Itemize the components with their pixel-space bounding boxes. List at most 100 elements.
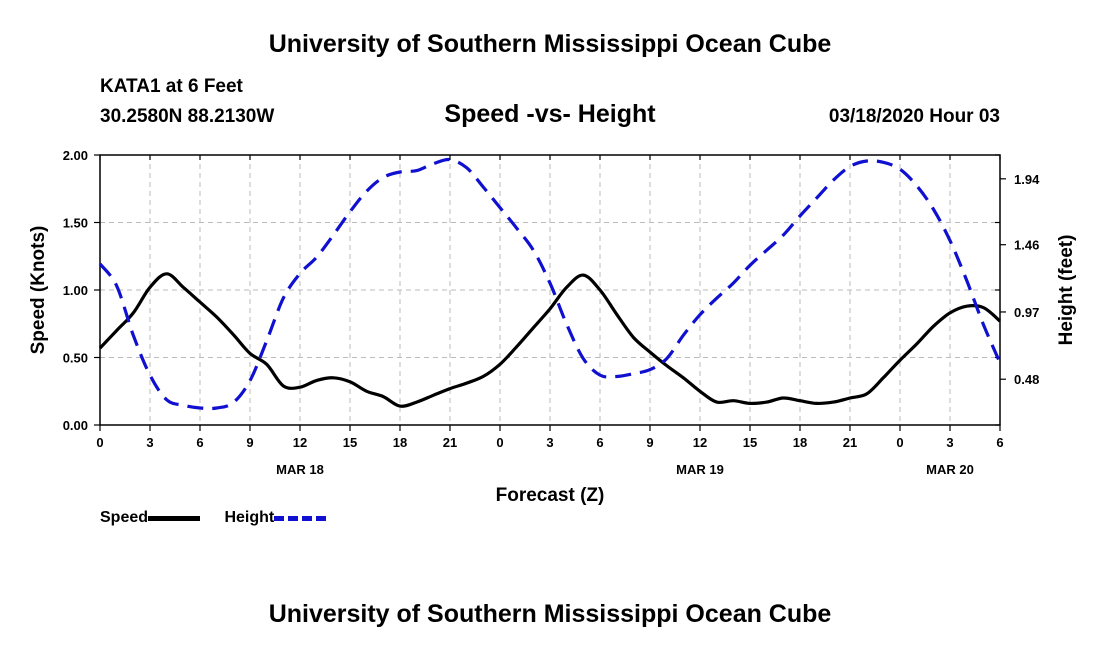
data-point-height [331,233,335,237]
data-point-speed [631,335,635,339]
data-point-height [648,368,652,372]
x-tick-label: 21 [443,435,457,450]
data-point-height [181,403,185,407]
data-point-speed [898,358,902,362]
y2-tick-label: 0.48 [1014,372,1039,387]
data-point-height [781,233,785,237]
data-point-height [831,178,835,182]
data-point-height [981,322,985,326]
data-point-height [315,255,319,259]
data-point-speed [731,399,735,403]
legend-speed-label: Speed [100,509,149,526]
data-point-height [498,206,502,210]
data-point-height [231,401,235,405]
data-point-height [715,296,719,300]
data-point-speed [665,364,669,368]
y-tick-label: 1.50 [63,216,88,231]
data-point-height [748,263,752,267]
data-point-speed [715,400,719,404]
data-point-speed [215,315,219,319]
station-name: KATA1 at 6 Feet [100,76,243,97]
data-point-speed [581,273,585,277]
data-point-height [365,189,369,193]
x-tick-label: 6 [196,435,203,450]
data-point-height [581,357,585,361]
data-point-speed [981,306,985,310]
data-point-speed [848,396,852,400]
x-tick-label: 0 [896,435,903,450]
data-point-height [815,196,819,200]
data-point-height [348,210,352,214]
data-point-height [598,373,602,377]
data-point-speed [98,346,102,350]
y-tick-label: 0.50 [63,351,88,366]
x-tick-label: 21 [843,435,857,450]
x-tick-label: 15 [743,435,757,450]
data-point-height [948,239,952,243]
data-point-speed [748,401,752,405]
data-point-speed [365,389,369,393]
data-point-speed [298,385,302,389]
data-point-speed [331,376,335,380]
data-point-speed [998,319,1002,323]
data-point-height [931,207,935,211]
data-point-height [265,339,269,343]
data-point-speed [798,399,802,403]
x-axis-title: Forecast (Z) [496,485,605,506]
forecast-datetime: 03/18/2020 Hour 03 [828,106,1000,127]
data-point-speed [865,392,869,396]
data-point-height [148,373,152,377]
data-point-height [615,375,619,379]
data-point-speed [198,300,202,304]
data-point-height [681,333,685,337]
data-point-speed [498,362,502,366]
data-point-speed [181,285,185,289]
data-point-height [381,175,385,179]
x-tick-label: 15 [343,435,357,450]
data-point-speed [815,401,819,405]
data-point-speed [398,404,402,408]
data-point-speed [831,400,835,404]
data-point-speed [931,324,935,328]
data-point-height [565,322,569,326]
y-tick-label: 0.00 [63,418,88,433]
data-point-height [131,333,135,337]
data-point-speed [465,381,469,385]
y2-tick-label: 1.94 [1014,172,1040,187]
y2-axis-title: Height (feet) [1056,235,1077,346]
data-point-height [531,248,535,252]
data-point-speed [915,342,919,346]
data-point-speed [698,389,702,393]
x-tick-label: 12 [693,435,707,450]
y2-tick-label: 0.97 [1014,305,1039,320]
x-tick-label: 18 [793,435,807,450]
x-tick-label: 18 [393,435,407,450]
top-title: University of Southern Mississippi Ocean… [268,30,832,58]
y-axis-title: Speed (Knots) [28,226,49,355]
data-point-speed [948,311,952,315]
data-point-speed [281,384,285,388]
data-point-speed [131,311,135,315]
data-point-height [398,170,402,174]
x-tick-label: 6 [596,435,603,450]
data-point-height [848,165,852,169]
data-point-height [215,406,219,410]
data-point-height [165,398,169,402]
x-date-label: MAR 19 [676,462,724,477]
x-tick-label: 12 [293,435,307,450]
data-point-speed [415,400,419,404]
data-point-speed [248,351,252,355]
data-point-speed [781,396,785,400]
data-point-height [98,262,102,266]
data-point-height [731,281,735,285]
data-point-height [515,226,519,230]
data-point-height [998,361,1002,365]
data-point-speed [531,326,535,330]
legend-item-height: Height [224,509,327,527]
x-tick-label: 0 [96,435,103,450]
data-point-height [248,379,252,383]
legend-height-swatch [274,515,327,521]
data-point-speed [648,350,652,354]
legend-speed-swatch [148,515,201,521]
